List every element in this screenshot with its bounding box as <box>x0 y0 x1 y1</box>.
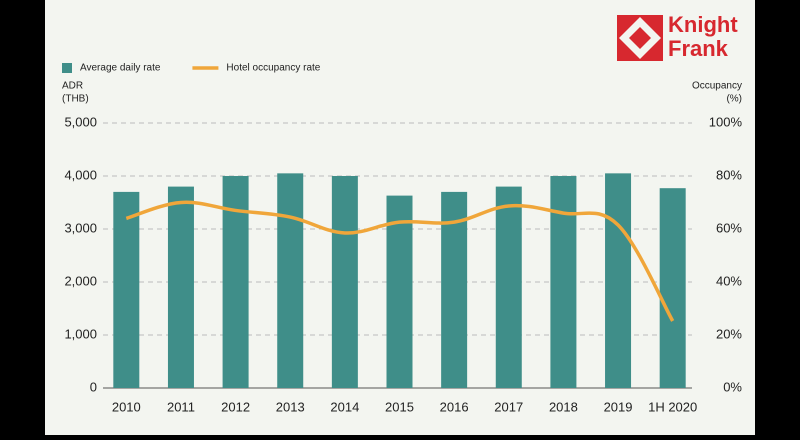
y2-axis-label: (%) <box>726 94 742 105</box>
bar <box>550 176 577 388</box>
x-tick-label: 2016 <box>440 399 469 414</box>
legend-swatch <box>62 63 72 73</box>
y-axis-label: (THB) <box>62 94 89 105</box>
y2-tick-label: 100% <box>709 114 743 129</box>
y-axis-label: ADR <box>62 81 83 92</box>
x-tick-label: 2011 <box>167 399 195 414</box>
bar <box>113 191 140 388</box>
x-tick-label: 2015 <box>385 399 414 414</box>
x-tick-label: 2013 <box>276 399 305 414</box>
line <box>125 200 675 322</box>
y-tick-label: 0 <box>90 379 97 394</box>
x-tick-label: 2012 <box>221 399 250 414</box>
logo: Knight Frank <box>617 12 738 61</box>
bar <box>167 186 194 388</box>
x-tick-label: 2018 <box>549 399 578 414</box>
bar <box>331 176 358 388</box>
bar <box>277 173 304 388</box>
y2-tick-label: 60% <box>716 220 742 235</box>
x-tick-label: 2017 <box>494 399 523 414</box>
legend-label: Hotel occupancy rate <box>226 63 320 74</box>
x-tick-label: 1H 2020 <box>648 399 697 414</box>
legend-label: Average daily rate <box>80 63 161 74</box>
y2-tick-label: 40% <box>716 273 742 288</box>
y-tick-label: 2,000 <box>64 273 97 288</box>
logo-text: Frank <box>668 36 729 61</box>
bar <box>605 173 632 388</box>
logo-diamond <box>629 27 651 49</box>
bar <box>495 186 522 388</box>
y2-axis-label: Occupancy <box>692 81 742 92</box>
y-tick-label: 3,000 <box>64 220 97 235</box>
x-tick-label: 2010 <box>112 399 141 414</box>
logo-text: Knight <box>668 12 738 37</box>
y-tick-label: 1,000 <box>64 326 97 341</box>
y2-tick-label: 0% <box>723 379 742 394</box>
x-tick-label: 2014 <box>330 399 359 414</box>
y2-tick-label: 20% <box>716 326 742 341</box>
x-tick-label: 2019 <box>604 399 633 414</box>
y-tick-label: 4,000 <box>64 167 97 182</box>
y2-tick-label: 80% <box>716 167 742 182</box>
y-tick-label: 5,000 <box>64 114 97 129</box>
bar <box>659 188 686 388</box>
bar <box>386 195 413 388</box>
